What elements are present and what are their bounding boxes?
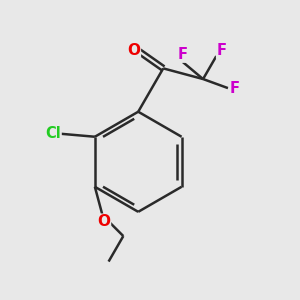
- Text: F: F: [178, 47, 188, 62]
- Text: Cl: Cl: [45, 126, 61, 141]
- Text: O: O: [127, 43, 140, 58]
- Text: O: O: [98, 214, 110, 229]
- Text: F: F: [217, 43, 226, 58]
- Text: F: F: [230, 81, 239, 96]
